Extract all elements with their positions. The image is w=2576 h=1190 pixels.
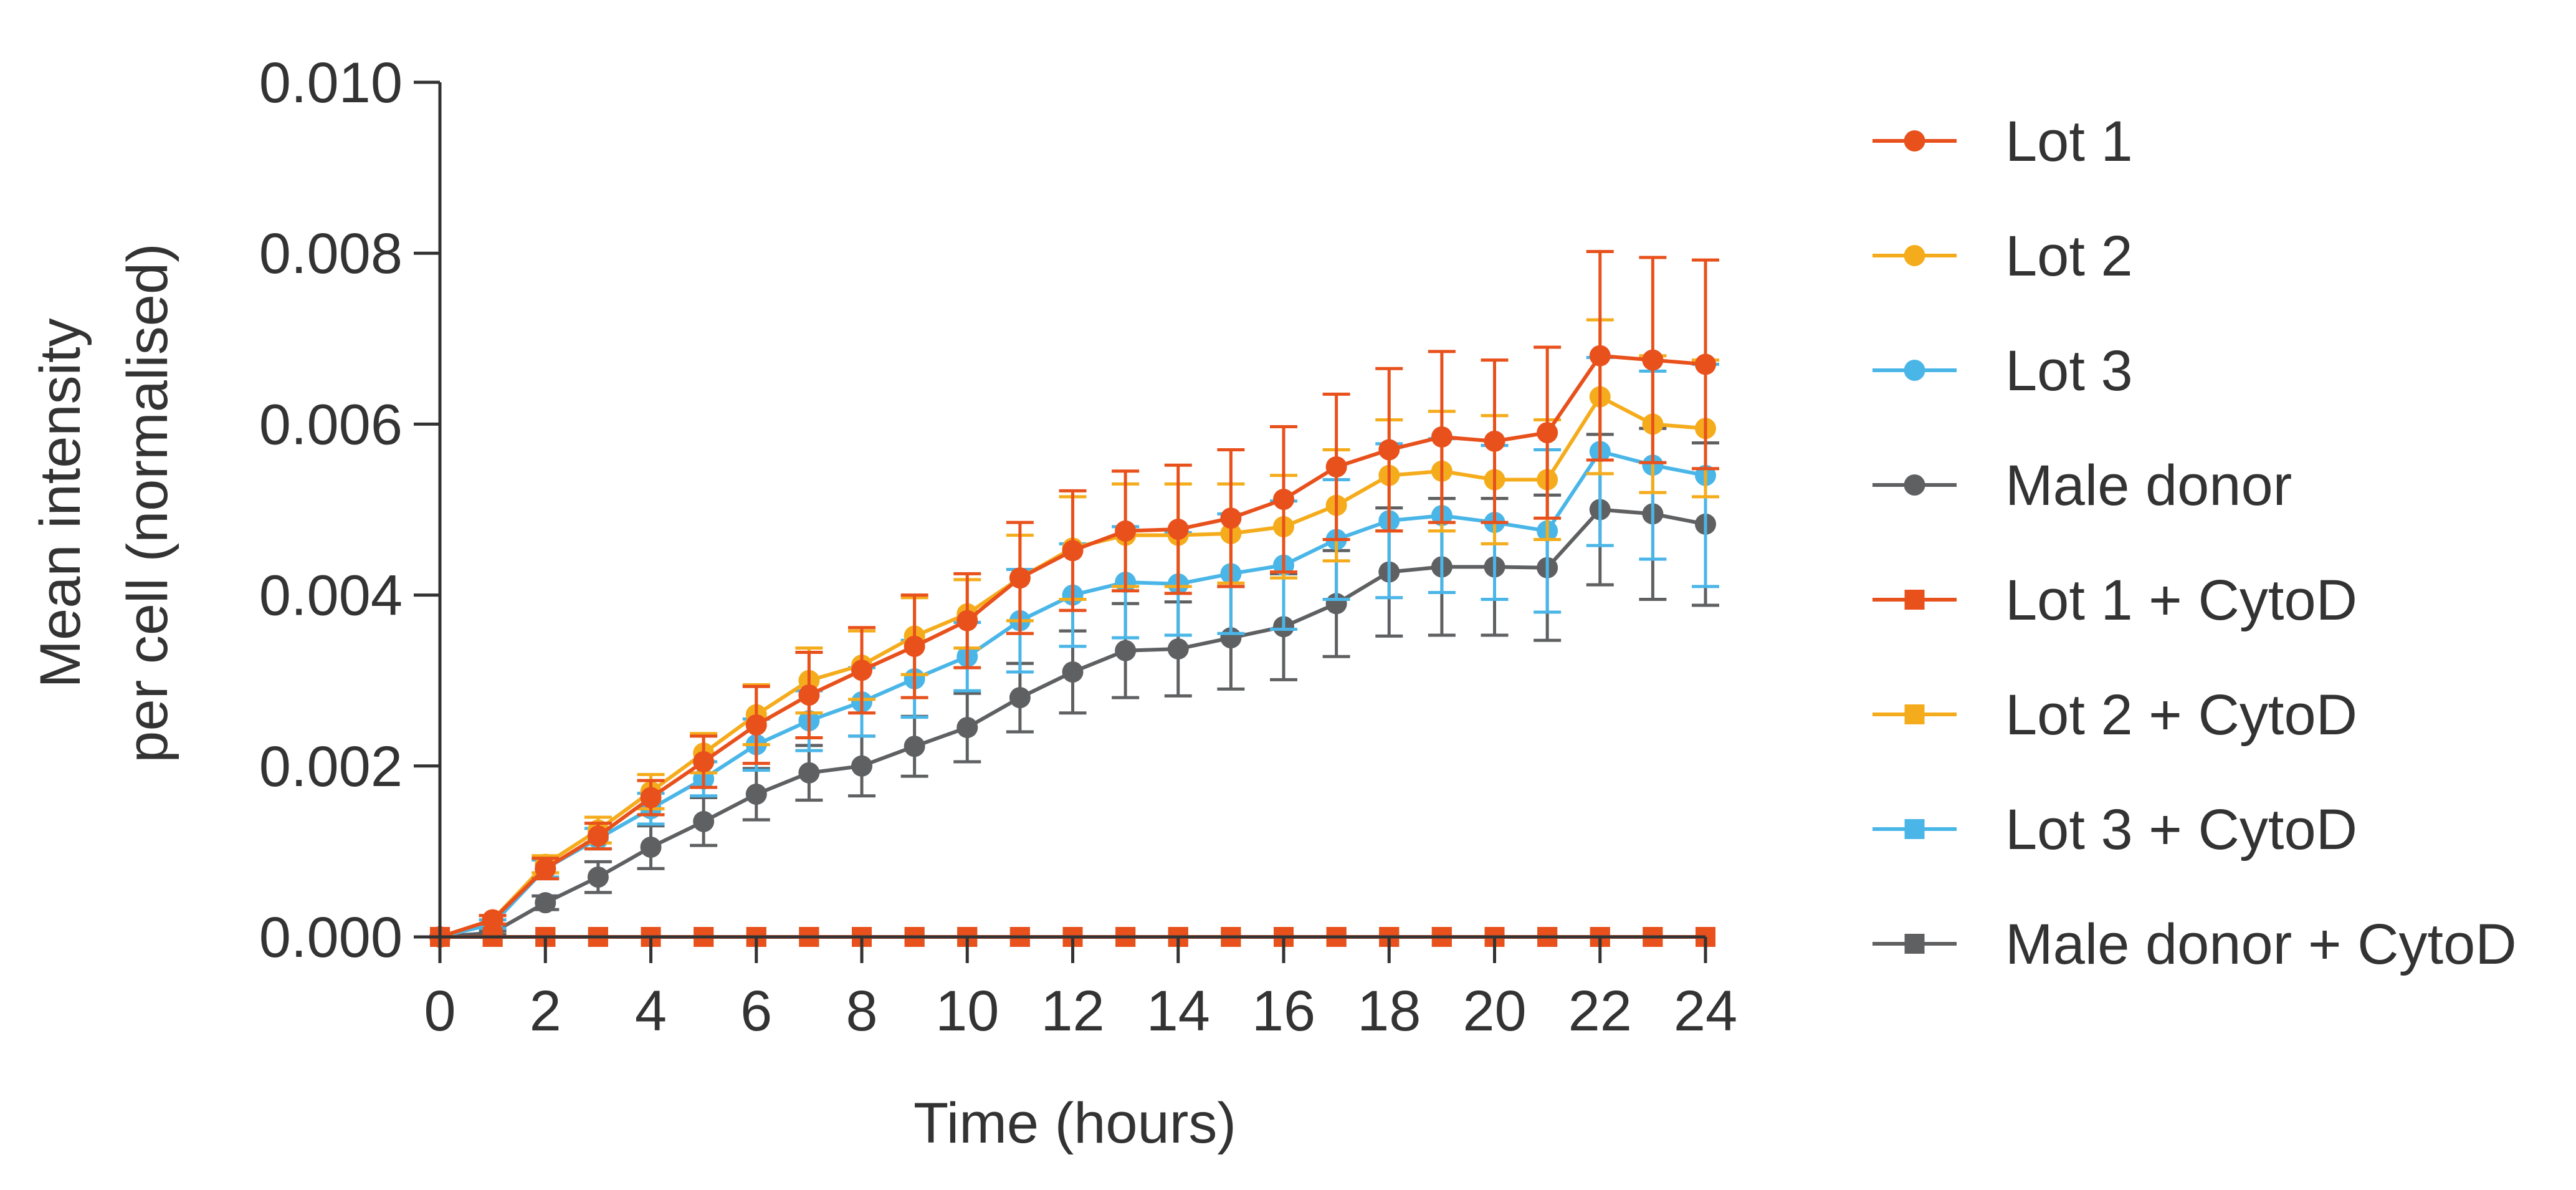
legend-item: Male donor [1872, 454, 2292, 517]
data-point [904, 736, 925, 757]
data-point [1589, 345, 1611, 367]
x-tick-label: 16 [1252, 979, 1315, 1043]
x-tick-label: 24 [1674, 979, 1737, 1043]
plot-area [429, 249, 1719, 948]
data-point [693, 810, 715, 832]
legend-label: Male donor + CytoD [2005, 913, 2517, 976]
x-tick-label: 8 [846, 979, 877, 1043]
legend-swatch-marker [1904, 360, 1925, 381]
legend-swatch-marker [1904, 130, 1925, 151]
x-tick-label: 6 [740, 979, 772, 1043]
data-point [693, 751, 715, 772]
data-point [1642, 349, 1664, 371]
x-tick-label: 20 [1462, 979, 1526, 1043]
x-tick-label: 18 [1357, 979, 1421, 1043]
legend-swatch-marker [1904, 245, 1925, 266]
data-point [798, 762, 820, 784]
data-point [1115, 520, 1137, 542]
x-tick-label: 0 [424, 979, 456, 1043]
legend: Lot 1 Lot 2 Lot 3 Male donor Lot 1 + CytoD Lo… [1872, 110, 2517, 976]
legend-swatch-marker [1904, 934, 1925, 954]
data-point [851, 660, 872, 681]
x-tick-label: 12 [1041, 979, 1104, 1043]
legend-label: Lot 1 + CytoD [2005, 569, 2357, 632]
data-point [1009, 687, 1031, 709]
data-point [904, 635, 925, 657]
data-point [587, 825, 609, 847]
data-point [1695, 353, 1716, 375]
data-point [1062, 540, 1084, 562]
data-point [1537, 422, 1558, 444]
y-tick-label: 0.000 [259, 906, 403, 969]
y-axis-title-line-2: per cell (normalised) [116, 243, 179, 762]
data-point [1167, 519, 1189, 540]
data-point [956, 717, 978, 739]
data-point [535, 892, 556, 914]
legend-label: Lot 2 [2005, 224, 2133, 288]
y-tick-label: 0.002 [259, 735, 403, 799]
legend-item: Lot 1 [1872, 110, 2133, 173]
legend-label: Male donor [2005, 454, 2292, 517]
data-point [640, 837, 662, 858]
data-point [535, 858, 556, 880]
x-tick-label: 14 [1147, 979, 1210, 1043]
data-point [640, 787, 662, 809]
data-point [956, 610, 978, 631]
x-tick-label: 4 [635, 979, 667, 1043]
data-point [1273, 489, 1294, 511]
x-tick-label: 22 [1568, 979, 1632, 1043]
data-point [1431, 426, 1453, 448]
data-point [745, 784, 767, 805]
x-tick-label: 10 [935, 979, 999, 1043]
data-point [482, 909, 503, 931]
legend-label: Lot 2 + CytoD [2005, 683, 2357, 747]
data-point [745, 714, 767, 736]
data-point [798, 684, 820, 706]
data-point [1167, 638, 1189, 660]
data-point [1325, 456, 1347, 477]
y-tick-label: 0.004 [259, 564, 403, 628]
legend-item: Lot 2 + CytoD [1872, 683, 2357, 747]
legend-item: Lot 3 + CytoD [1872, 798, 2357, 861]
legend-swatch-marker [1904, 819, 1925, 839]
legend-label: Lot 3 + CytoD [2005, 798, 2357, 861]
legend-item: Lot 1 + CytoD [1872, 569, 2357, 632]
series-lot-1 [429, 249, 1719, 948]
x-axis-title: Time (hours) [914, 1092, 1236, 1155]
data-point [587, 866, 609, 888]
x-tick-label: 2 [530, 979, 561, 1043]
legend-label: Lot 1 [2005, 110, 2133, 173]
data-point [1484, 430, 1505, 452]
legend-swatch-marker [1904, 474, 1925, 496]
data-point [1009, 567, 1031, 589]
legend-label: Lot 3 [2005, 339, 2133, 403]
data-point [1378, 439, 1400, 461]
legend-item: Lot 3 [1872, 339, 2133, 403]
y-axis-title: Mean intensity per cell (normalised) [29, 243, 179, 762]
legend-swatch-marker [1904, 590, 1925, 610]
data-point [851, 755, 872, 777]
y-axis-title-line-1: Mean intensity [29, 318, 92, 688]
data-point [1062, 661, 1084, 683]
y-tick-label: 0.006 [259, 393, 403, 456]
y-tick-label: 0.008 [259, 222, 403, 286]
legend-item: Male donor + CytoD [1872, 913, 2517, 976]
legend-swatch-marker [1904, 704, 1925, 724]
legend-item: Lot 2 [1872, 224, 2133, 288]
y-tick-label: 0.010 [259, 51, 403, 115]
data-point [1220, 507, 1242, 529]
data-point [1115, 640, 1137, 661]
